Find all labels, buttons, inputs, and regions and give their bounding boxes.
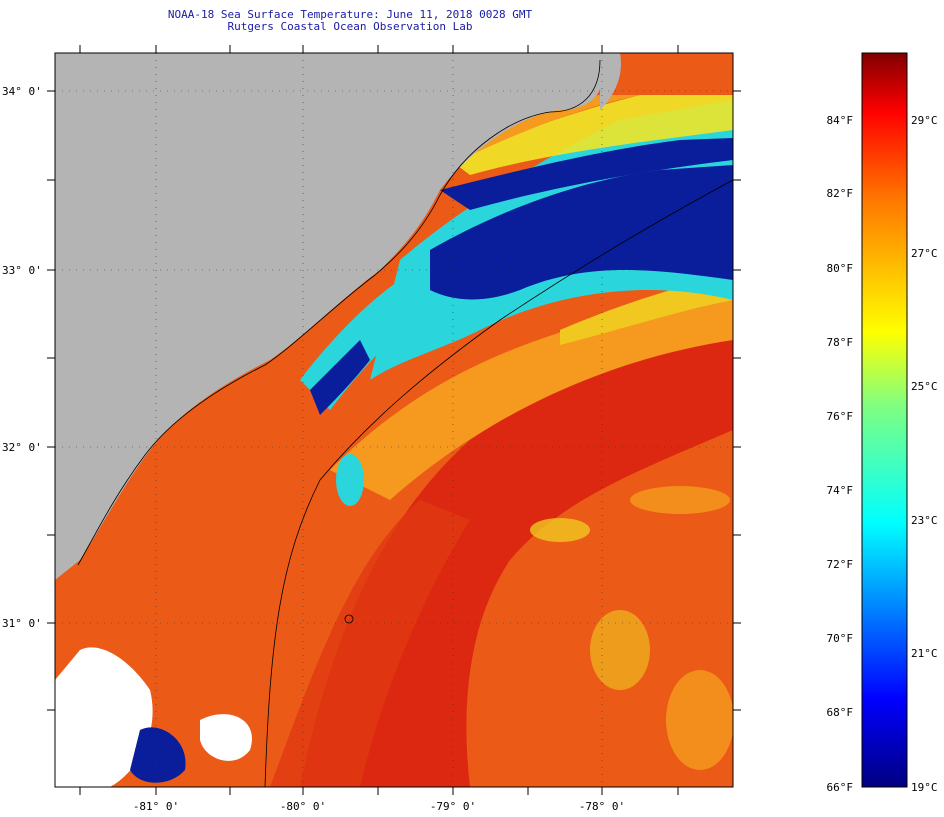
lat-label: 31° 0' [2,617,42,630]
map-subtitle: Rutgers Coastal Ocean Observation Lab [227,20,473,33]
cold-upwelling [430,165,733,300]
colorbar-c-label: 19°C [911,781,938,794]
lon-label: -79° 0' [430,800,476,813]
lon-label: -80° 0' [280,800,326,813]
shelf-contour [264,179,733,787]
colorbar-f-label: 74°F [827,484,854,497]
colorbar-c-label: 27°C [911,247,938,260]
lat-label: 33° 0' [2,264,42,277]
color-bar [861,52,908,788]
colorbar-f-label: 84°F [827,114,854,127]
colorbar-f-label: 72°F [827,558,854,571]
colorbar-c-label: 21°C [911,647,938,660]
map-image [55,53,733,787]
colorbar-c-label: 25°C [911,380,938,393]
cloud-cover [55,647,153,787]
colorbar-f-label: 78°F [827,336,854,349]
colorbar-f-label: 76°F [827,410,854,423]
shelf-front [330,290,733,500]
map-title: NOAA-18 Sea Surface Temperature: June 11… [167,8,533,21]
lon-label: -81° 0' [133,800,179,813]
lat-label: 32° 0' [2,441,42,454]
colorbar-f-label: 82°F [827,187,854,200]
graticule [55,53,733,787]
axis-ticks [47,45,741,795]
lat-label: 34° 0' [2,85,42,98]
colorbar-c-label: 29°C [911,114,938,127]
lon-label: -78° 0' [579,800,625,813]
colorbar-f-label: 70°F [827,632,854,645]
colorbar-c-label: 23°C [911,514,938,527]
colorbar-f-label: 66°F [827,781,854,794]
gulf-stream-core [300,300,733,787]
land-mass [55,53,604,580]
colorbar-f-label: 68°F [827,706,854,719]
coastline [77,59,601,566]
map-frame [54,52,734,788]
colorbar-f-label: 80°F [827,262,854,275]
